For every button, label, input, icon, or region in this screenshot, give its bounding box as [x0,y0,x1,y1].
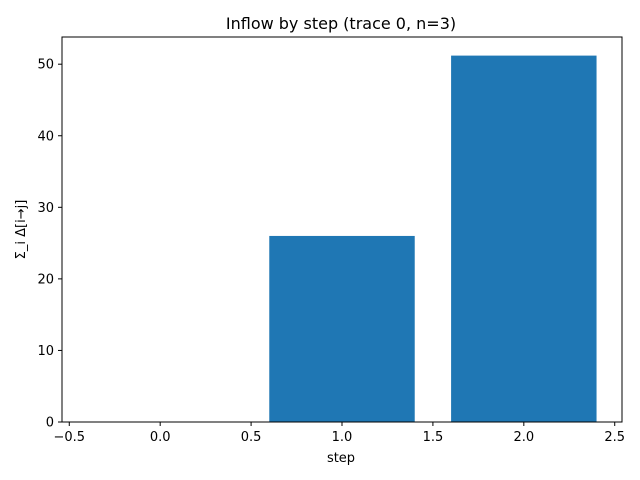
x-tick-label: 0.5 [241,430,262,445]
x-axis-ticks: −0.5 0.0 0.5 1.0 1.5 2.0 2.5 [53,422,625,445]
y-tick-label: 10 [37,344,54,359]
y-tick-label: 30 [37,201,54,216]
x-tick-label: 1.0 [332,430,353,445]
y-tick-label: 0 [46,416,54,431]
x-axis-label: step [327,451,355,466]
chart-title: Inflow by step (trace 0, n=3) [226,14,456,33]
y-axis-label: Σ_i Δ[i→j] [14,200,29,260]
bars-group [269,55,597,422]
x-tick-label: 0.0 [150,430,171,445]
x-tick-label: 2.0 [513,430,534,445]
y-tick-label: 50 [37,58,54,73]
x-tick-label: 2.5 [604,430,625,445]
x-tick-label: −0.5 [53,430,85,445]
bar-step-1 [269,235,415,422]
y-axis-ticks: 0 10 20 30 40 50 [37,58,62,431]
y-tick-label: 20 [37,272,54,287]
x-tick-label: 1.5 [423,430,444,445]
y-tick-label: 40 [37,129,54,144]
bar-step-2 [451,55,597,422]
